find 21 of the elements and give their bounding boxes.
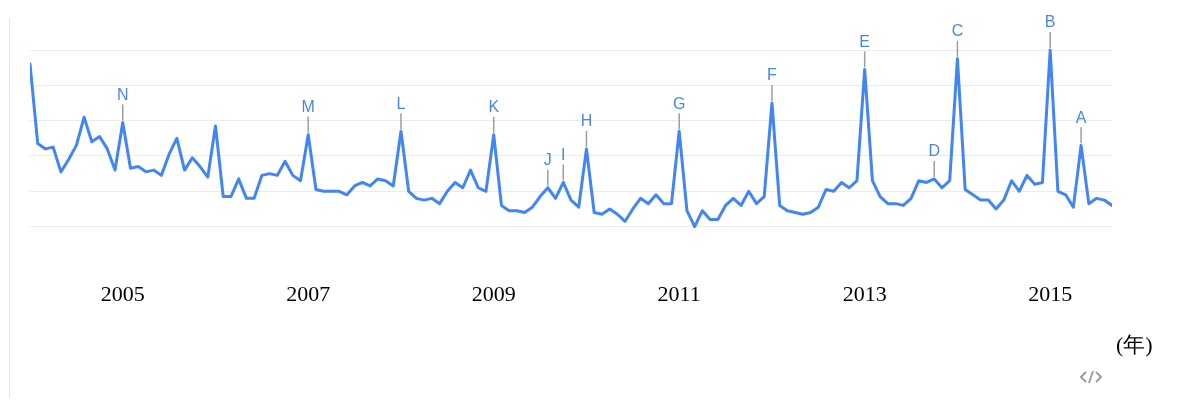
x-tick-label: 2013 — [842, 280, 887, 306]
annotation: K — [488, 98, 500, 116]
annotation: E — [859, 32, 871, 50]
annotation: J — [543, 151, 552, 169]
x-axis-title: (年) — [1116, 331, 1153, 359]
annotation: I — [561, 145, 566, 163]
annotation: B — [1044, 13, 1056, 31]
annotation: L — [396, 94, 406, 112]
annotation: F — [767, 66, 778, 84]
x-tick-label: 2011 — [657, 280, 701, 306]
x-tick-label: 2009 — [471, 280, 516, 306]
annotation: N — [116, 85, 129, 103]
annotation: H — [580, 112, 593, 130]
x-tick-label: 2007 — [286, 280, 331, 306]
annotation: C — [951, 22, 964, 40]
x-tick-label: 2005 — [100, 280, 145, 306]
x-tick-label: 2015 — [1028, 280, 1073, 306]
annotation: D — [928, 142, 941, 160]
annotation: M — [301, 98, 315, 116]
annotation: A — [1075, 108, 1087, 126]
annotation: G — [672, 94, 686, 112]
